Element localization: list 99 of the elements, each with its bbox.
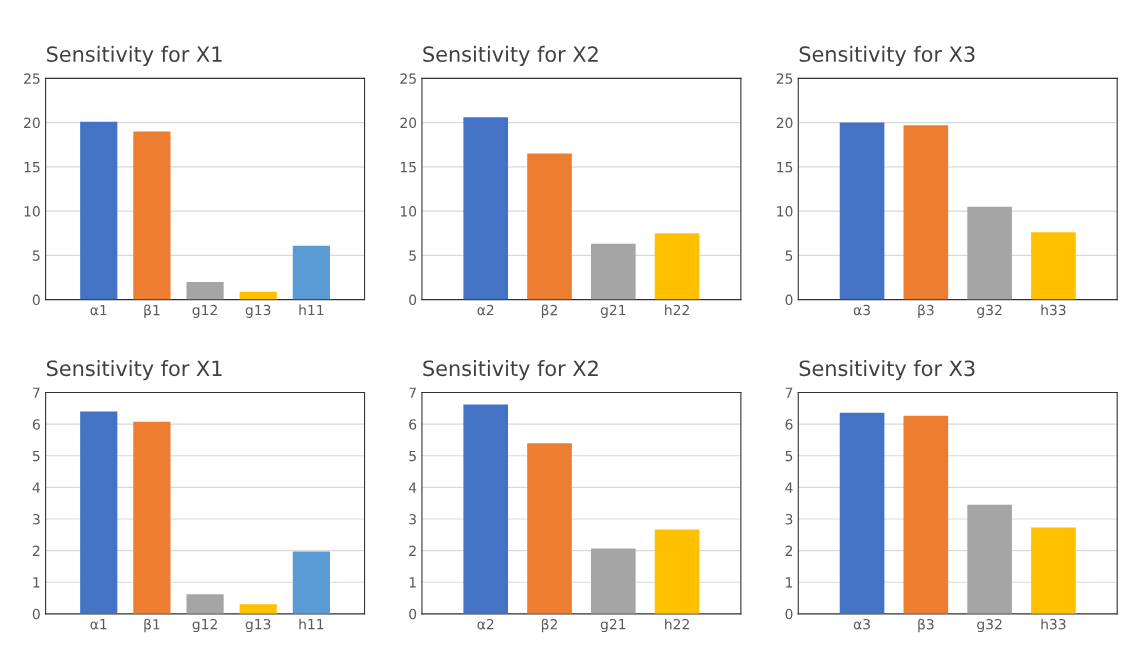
x-tick-label: α3 xyxy=(853,618,870,630)
x-tick-label: h33 xyxy=(1041,304,1066,316)
y-tick-label: 4 xyxy=(408,482,417,493)
y-tick-label: 2 xyxy=(409,545,416,556)
bar xyxy=(292,245,330,300)
y-tick-label: 20 xyxy=(776,117,793,129)
x-tick-label: β1 xyxy=(144,618,160,633)
bar xyxy=(527,443,572,614)
y-tick-label: 4 xyxy=(32,482,40,493)
x-tick-label: h11 xyxy=(299,304,324,316)
x-tick-label: g32 xyxy=(977,304,1002,318)
x-tick-label: α1 xyxy=(90,619,107,630)
x-tick-label: g21 xyxy=(600,618,626,633)
x-tick-label: h22 xyxy=(665,618,689,630)
y-tick-label: 25 xyxy=(776,73,793,84)
y-tick-label: 10 xyxy=(400,206,417,217)
bar xyxy=(80,411,118,614)
bar xyxy=(967,504,1012,614)
y-tick-label: 5 xyxy=(785,250,793,261)
x-tick-label: α1 xyxy=(90,304,107,316)
y-tick-label: 2 xyxy=(785,545,793,556)
bar xyxy=(903,415,949,614)
bar xyxy=(590,243,636,300)
y-tick-label: 5 xyxy=(409,450,416,462)
x-tick-label: g13 xyxy=(245,618,271,633)
y-tick-label: 7 xyxy=(409,387,416,398)
chart-title: Sensitivity for X3 xyxy=(799,360,975,381)
x-tick-label: g12 xyxy=(192,304,217,318)
bar xyxy=(1031,232,1076,300)
y-tick-label: 3 xyxy=(32,513,40,525)
y-tick-label: 25 xyxy=(24,73,40,84)
y-tick-label: 6 xyxy=(785,419,793,430)
y-tick-label: 15 xyxy=(24,162,40,173)
x-tick-label: h22 xyxy=(665,304,689,316)
x-tick-label: β2 xyxy=(541,618,557,633)
x-tick-label: β1 xyxy=(144,304,160,319)
y-tick-label: 10 xyxy=(777,206,793,217)
y-tick-label: 1 xyxy=(33,577,40,588)
x-tick-label: h33 xyxy=(1041,618,1066,630)
y-tick-label: 6 xyxy=(32,419,40,430)
x-tick-label: β2 xyxy=(541,304,557,319)
bar xyxy=(967,206,1012,300)
y-tick-label: 4 xyxy=(785,482,793,493)
y-tick-label: 1 xyxy=(786,577,793,588)
y-tick-label: 25 xyxy=(400,73,416,84)
chart-title: Sensitivity for X2 xyxy=(423,360,598,381)
x-tick-label: α3 xyxy=(853,304,870,316)
y-tick-label: 0 xyxy=(409,294,417,306)
y-tick-label: 3 xyxy=(785,513,793,525)
bar xyxy=(590,548,636,614)
y-tick-label: 1 xyxy=(409,577,416,588)
chart-title: Sensitivity for X3 xyxy=(799,45,975,67)
bar xyxy=(463,117,509,300)
chart-title: Sensitivity for X1 xyxy=(46,45,222,67)
x-tick-label: α2 xyxy=(477,618,494,630)
chart-title: Sensitivity for X1 xyxy=(46,360,222,381)
bar xyxy=(80,121,118,300)
x-tick-label: h11 xyxy=(299,618,324,630)
bar xyxy=(239,604,277,614)
y-tick-label: 6 xyxy=(409,419,417,430)
y-tick-label: 15 xyxy=(777,162,793,173)
y-tick-label: 2 xyxy=(32,545,40,556)
y-tick-label: 15 xyxy=(400,162,416,173)
x-tick-label: g21 xyxy=(600,304,626,318)
x-tick-label: g13 xyxy=(245,304,271,318)
bar xyxy=(186,594,224,614)
y-tick-label: 20 xyxy=(400,117,417,129)
bar xyxy=(463,404,509,614)
bar xyxy=(186,281,224,300)
y-tick-label: 0 xyxy=(409,608,417,620)
y-tick-label: 0 xyxy=(32,294,40,306)
bar xyxy=(1031,527,1076,614)
y-tick-label: 5 xyxy=(32,450,40,462)
y-tick-label: 0 xyxy=(32,608,40,620)
x-tick-label: β3 xyxy=(918,618,934,633)
bar xyxy=(654,529,700,614)
y-tick-label: 5 xyxy=(409,250,416,261)
y-tick-label: 7 xyxy=(33,387,40,398)
chart-title: Sensitivity for X2 xyxy=(423,45,598,67)
x-tick-label: g32 xyxy=(977,618,1002,633)
y-tick-label: 0 xyxy=(785,294,793,306)
bar xyxy=(839,412,885,614)
bar xyxy=(839,122,885,300)
y-tick-label: 3 xyxy=(409,513,416,525)
y-tick-label: 7 xyxy=(785,387,793,398)
bar xyxy=(527,153,572,300)
x-tick-label: α2 xyxy=(477,304,494,316)
bar xyxy=(133,421,171,614)
y-tick-label: 0 xyxy=(785,608,793,620)
y-tick-label: 10 xyxy=(24,206,40,217)
y-tick-label: 5 xyxy=(32,250,40,261)
bar xyxy=(292,551,330,614)
bar xyxy=(903,125,949,300)
bar xyxy=(133,131,171,300)
x-tick-label: g12 xyxy=(192,618,217,633)
y-tick-label: 5 xyxy=(785,450,793,462)
bar xyxy=(654,233,700,300)
y-tick-label: 20 xyxy=(24,117,40,129)
x-tick-label: β3 xyxy=(918,304,934,319)
